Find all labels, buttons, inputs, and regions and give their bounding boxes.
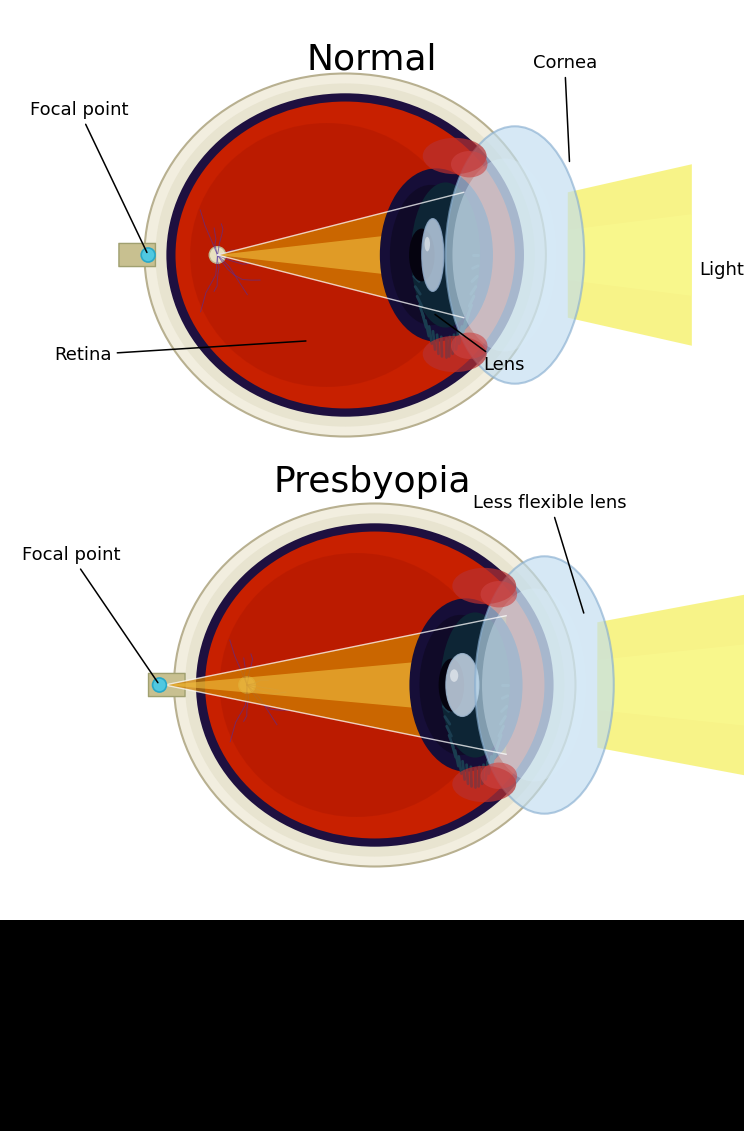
Ellipse shape bbox=[185, 513, 565, 856]
Text: Retina: Retina bbox=[54, 340, 306, 364]
Text: Lens: Lens bbox=[435, 314, 525, 374]
Ellipse shape bbox=[450, 670, 458, 682]
Ellipse shape bbox=[440, 612, 510, 758]
Circle shape bbox=[141, 248, 155, 262]
Ellipse shape bbox=[423, 138, 486, 174]
Text: Light: Light bbox=[700, 261, 745, 279]
Ellipse shape bbox=[205, 532, 544, 838]
Ellipse shape bbox=[480, 581, 517, 607]
Text: Less flexible lens: Less flexible lens bbox=[474, 494, 627, 613]
Polygon shape bbox=[217, 192, 464, 318]
Text: Focal point: Focal point bbox=[22, 546, 158, 683]
Ellipse shape bbox=[155, 84, 535, 426]
Ellipse shape bbox=[411, 182, 480, 328]
Ellipse shape bbox=[409, 598, 523, 771]
Ellipse shape bbox=[425, 236, 430, 251]
Ellipse shape bbox=[419, 615, 501, 756]
Ellipse shape bbox=[452, 766, 516, 802]
Ellipse shape bbox=[145, 74, 546, 437]
Text: Normal: Normal bbox=[307, 42, 437, 76]
Ellipse shape bbox=[475, 556, 614, 813]
Polygon shape bbox=[165, 615, 506, 754]
Ellipse shape bbox=[452, 568, 516, 604]
Polygon shape bbox=[165, 654, 506, 716]
Ellipse shape bbox=[219, 553, 493, 817]
FancyBboxPatch shape bbox=[149, 673, 185, 697]
Bar bbox=[0, 920, 743, 1131]
Ellipse shape bbox=[423, 336, 486, 372]
Ellipse shape bbox=[190, 123, 464, 387]
Polygon shape bbox=[568, 214, 692, 296]
Ellipse shape bbox=[380, 169, 493, 342]
Polygon shape bbox=[568, 164, 692, 346]
Ellipse shape bbox=[446, 127, 584, 383]
Text: Cornea: Cornea bbox=[532, 54, 597, 162]
FancyBboxPatch shape bbox=[119, 243, 155, 267]
Text: Focal point: Focal point bbox=[29, 101, 147, 252]
Ellipse shape bbox=[176, 102, 515, 408]
Polygon shape bbox=[597, 645, 747, 726]
Ellipse shape bbox=[196, 524, 553, 847]
Ellipse shape bbox=[452, 158, 556, 352]
Ellipse shape bbox=[390, 184, 472, 325]
Ellipse shape bbox=[167, 93, 524, 416]
Ellipse shape bbox=[421, 218, 443, 292]
Polygon shape bbox=[597, 594, 747, 776]
Circle shape bbox=[152, 677, 167, 692]
Ellipse shape bbox=[174, 503, 575, 866]
Text: Presbyopia: Presbyopia bbox=[273, 465, 470, 499]
Ellipse shape bbox=[446, 654, 479, 716]
Polygon shape bbox=[217, 227, 464, 283]
Circle shape bbox=[239, 676, 256, 693]
Ellipse shape bbox=[482, 588, 586, 782]
Ellipse shape bbox=[439, 658, 464, 711]
Ellipse shape bbox=[480, 762, 517, 789]
Circle shape bbox=[210, 247, 225, 264]
Ellipse shape bbox=[451, 152, 488, 178]
Ellipse shape bbox=[451, 333, 488, 359]
Ellipse shape bbox=[409, 228, 434, 282]
